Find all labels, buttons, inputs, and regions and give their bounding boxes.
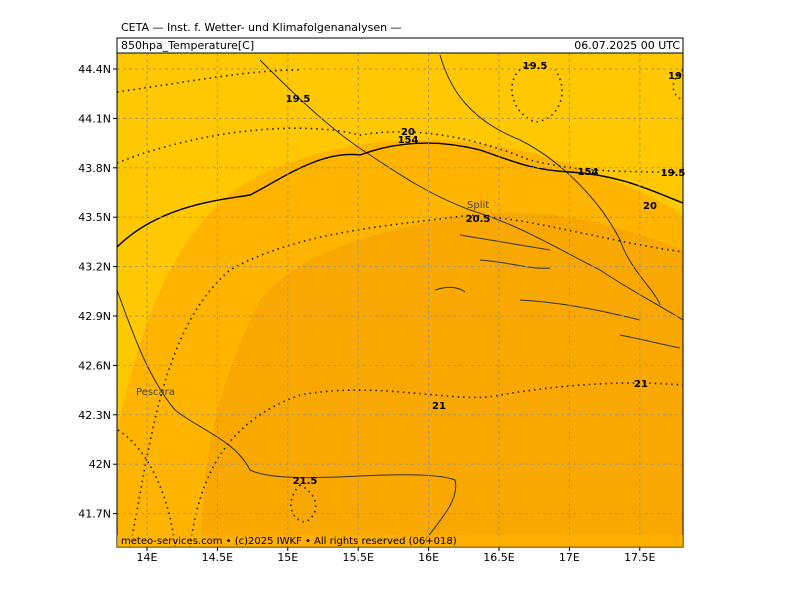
city-label: Pescara <box>136 387 175 398</box>
lat-label: 42.6N <box>78 359 111 372</box>
contour-label: 20.5 <box>466 214 491 225</box>
lat-label: 44.4N <box>78 63 111 76</box>
field-name: 850hpa_Temperature[C] <box>121 39 254 52</box>
map-area <box>117 53 683 547</box>
lon-label: 17E <box>559 551 580 564</box>
footer-band <box>117 535 683 547</box>
lon-label: 16.5E <box>483 551 514 564</box>
lat-label: 44.1N <box>78 112 111 125</box>
contour-label: 154 <box>578 167 599 178</box>
contour-label: 19 <box>668 71 682 82</box>
contour-label: 21 <box>634 379 648 390</box>
valid-time: 06.07.2025 00 UTC <box>574 39 680 52</box>
lon-label: 16E <box>418 551 439 564</box>
contour-label: 20 <box>643 201 657 212</box>
contour-label: 19.5 <box>661 168 686 179</box>
footer: meteo-services.com • (c)2025 IWKF • All … <box>121 536 457 547</box>
lon-label: 17.5E <box>624 551 655 564</box>
contour-label: 19.5 <box>286 94 311 105</box>
contour-label: 21.5 <box>293 476 318 487</box>
institute-title: CETA — Inst. f. Wetter- und Klimafolgena… <box>121 21 402 34</box>
lat-label: 42N <box>89 458 111 471</box>
lat-label: 43.2N <box>78 261 111 274</box>
lon-label: 14.5E <box>202 551 233 564</box>
contour-label: 21 <box>432 401 446 412</box>
lat-label: 41.7N <box>78 508 111 521</box>
lat-label: 42.3N <box>78 409 111 422</box>
lat-label: 42.9N <box>78 310 111 323</box>
lon-label: 15.5E <box>342 551 373 564</box>
contour-label: 20 <box>401 127 415 138</box>
contour-label: 19.5 <box>523 61 548 72</box>
lon-label: 14E <box>137 551 158 564</box>
contour-label: 154 <box>398 135 419 146</box>
city-label: Split <box>467 200 489 211</box>
lat-label: 43.8N <box>78 162 111 175</box>
lon-label: 15E <box>277 551 298 564</box>
lat-label: 43.5N <box>78 211 111 224</box>
